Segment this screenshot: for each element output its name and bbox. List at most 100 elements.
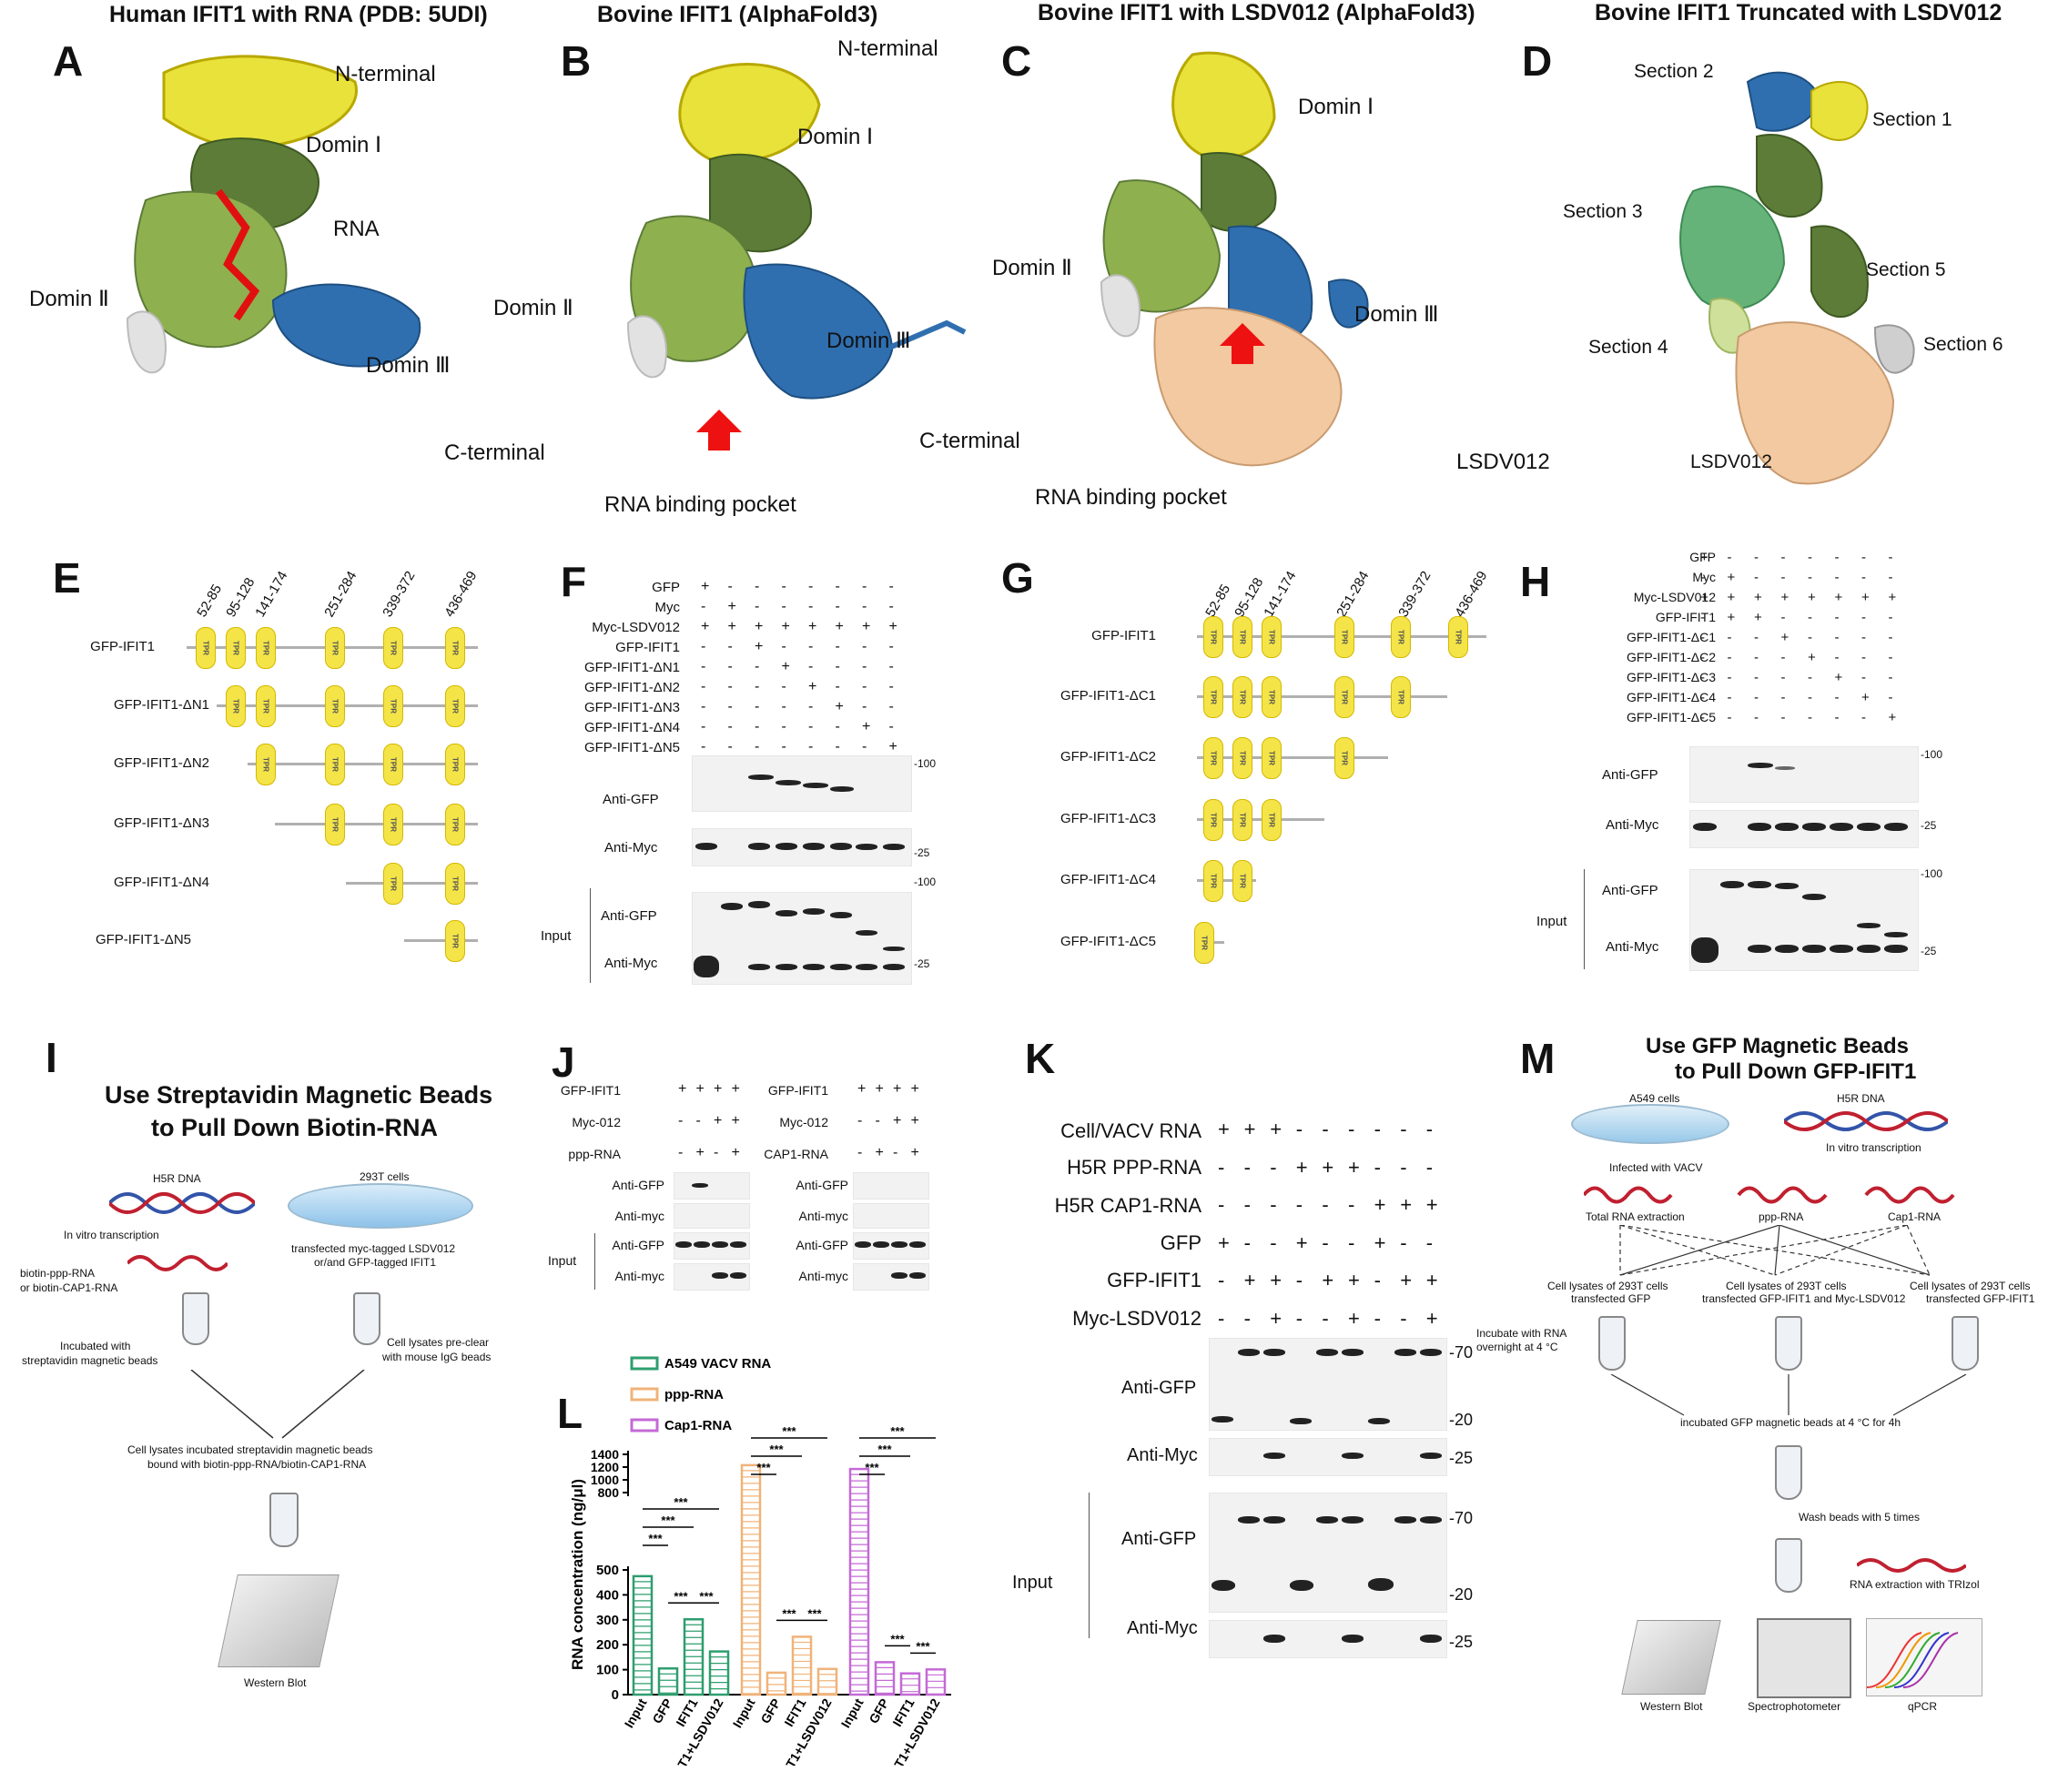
sign-cell: -: [1780, 610, 1786, 625]
domain-label: 251-284: [321, 568, 360, 620]
sign-cell: +: [1270, 1269, 1283, 1291]
sign-cell: +: [1834, 670, 1843, 685]
h-row-label: GFP-IFIT1-ΔC4: [1626, 690, 1716, 704]
sign-cell: -: [1808, 570, 1812, 585]
sign-cell: +: [701, 579, 710, 594]
construct-name: GFP-IFIT1-ΔC5: [1059, 934, 1156, 949]
panel-a-structure: [126, 55, 421, 374]
f-mw: -100: [914, 876, 937, 888]
panel-a-cterm: C-terminal: [444, 440, 545, 465]
sign-cell: -: [888, 719, 894, 734]
domain-label: 251-284: [1333, 568, 1373, 620]
construct-name: GFP-IFIT1-ΔC4: [1059, 872, 1156, 887]
sign-cell: +: [1834, 590, 1843, 605]
k-row-label: GFP: [1160, 1231, 1201, 1254]
m-dna-icon: [1784, 1111, 1948, 1131]
sign-cell: -: [701, 719, 706, 734]
l-legend-label: A549 VACV RNA: [664, 1356, 771, 1372]
sign-cell: -: [1754, 650, 1759, 665]
panel-d-structure: [1679, 71, 1915, 485]
sign-cell: -: [1700, 570, 1705, 585]
sign-cell: -: [1400, 1306, 1407, 1330]
sign-cell: -: [755, 579, 760, 594]
construct-name: GFP-IFIT1-ΔN4: [113, 875, 209, 890]
sign-cell: +: [875, 1145, 884, 1160]
sign-cell: -: [1727, 650, 1732, 665]
i-wb-icon: [218, 1574, 340, 1667]
construct-name: GFP-IFIT1-ΔC3: [1059, 811, 1156, 826]
construct-name: GFP-IFIT1-ΔN5: [95, 932, 191, 947]
sign-cell: -: [1374, 1118, 1381, 1140]
f-input: Input: [541, 928, 572, 944]
sign-cell: -: [857, 1145, 863, 1160]
domain-label: 52-85: [1202, 582, 1234, 620]
panel-a-letter: A: [53, 37, 84, 85]
h-row-label: GFP-IFIT1-ΔC3: [1626, 670, 1716, 684]
i-biotin1: biotin-ppp-RNA: [20, 1267, 96, 1280]
panel-a-domain3: Domin Ⅲ: [366, 353, 451, 378]
sign-cell: -: [1425, 1230, 1434, 1254]
construct-name: GFP-IFIT1-ΔC1: [1059, 688, 1156, 704]
sign-cell: -: [835, 639, 840, 654]
sign-cell: +: [1348, 1155, 1360, 1179]
sign-cell: +: [727, 619, 736, 634]
sign-cell: -: [888, 659, 894, 674]
sign-cell: -: [781, 579, 786, 594]
l-sig-label: ***: [699, 1589, 714, 1603]
sign-cell: -: [862, 679, 867, 694]
sign-cell: -: [1727, 710, 1732, 725]
m-out2: Spectrophotometer: [1748, 1700, 1841, 1713]
m-h5r: H5R DNA: [1837, 1092, 1885, 1105]
f-input-anti-myc: Anti-Myc: [604, 956, 658, 971]
sign-cell: +: [808, 679, 817, 694]
sign-cell: +: [1322, 1155, 1334, 1179]
sign-cell: -: [1700, 630, 1705, 645]
m-infected: Infected with VACV: [1609, 1161, 1703, 1174]
panel-c-lsdv: LSDV012: [1456, 450, 1550, 474]
h-row-label: Myc-LSDV012: [1633, 590, 1716, 604]
sign-cell: +: [727, 599, 736, 614]
l-ytick-label: 1200: [591, 1460, 619, 1474]
sign-cell: -: [1808, 670, 1812, 685]
k-anti-gfp: Anti-GFP: [1121, 1378, 1197, 1398]
sign-cell: -: [1348, 1118, 1355, 1140]
sign-cell: -: [862, 699, 867, 714]
j-input-anti-myc: Anti-myc: [614, 1269, 664, 1283]
panel-d-section5: Section 5: [1866, 259, 1946, 280]
sign-cell: -: [1808, 630, 1812, 645]
l-legend-swatch: [630, 1418, 659, 1433]
f-row-label: GFP-IFIT1-ΔN4: [583, 720, 680, 735]
sign-cell: +: [893, 1081, 902, 1097]
l-bar: [925, 1668, 947, 1696]
sign-cell: -: [862, 599, 867, 614]
sign-cell: +: [755, 619, 764, 634]
k-input-anti-myc: Anti-Myc: [1127, 1618, 1198, 1638]
sign-cell: -: [1400, 1155, 1407, 1179]
m-beads: incubated GFP magnetic beads at 4 °C for…: [1680, 1416, 1901, 1429]
sign-cell: -: [701, 659, 706, 674]
i-transf2: or/and GFP-tagged IFIT1: [314, 1256, 437, 1269]
panel-l-letter: L: [557, 1390, 583, 1437]
h-row-label: GFP-IFIT1: [1655, 610, 1716, 624]
l-legend-label: ppp-RNA: [664, 1387, 724, 1402]
f-row-label: GFP: [652, 580, 680, 595]
j-row-label: ppp-RNA: [568, 1147, 621, 1161]
i-tube-icon: [353, 1292, 380, 1345]
f-row-label: GFP-IFIT1-ΔN5: [583, 740, 680, 755]
sign-cell: +: [1727, 610, 1736, 625]
panel-c-domain3: Domin Ⅲ: [1354, 302, 1439, 327]
f-row-label: GFP-IFIT1-ΔN3: [583, 700, 680, 715]
h-row-label: GFP-IFIT1-ΔC5: [1626, 710, 1716, 724]
sign-cell: -: [755, 599, 760, 614]
sign-cell: -: [727, 579, 733, 594]
panel-c-letter: C: [1001, 37, 1032, 85]
h-input-anti-myc: Anti-Myc: [1606, 939, 1659, 955]
sign-cell: -: [808, 639, 814, 654]
l-sig-label: ***: [782, 1424, 796, 1438]
sign-cell: -: [1834, 570, 1840, 585]
l-bar: [740, 1463, 762, 1696]
m-wb-icon: [1621, 1620, 1721, 1695]
sign-cell: +: [1243, 1118, 1256, 1140]
sign-cell: -: [808, 699, 814, 714]
i-pre2: with mouse IgG beads: [382, 1351, 492, 1363]
